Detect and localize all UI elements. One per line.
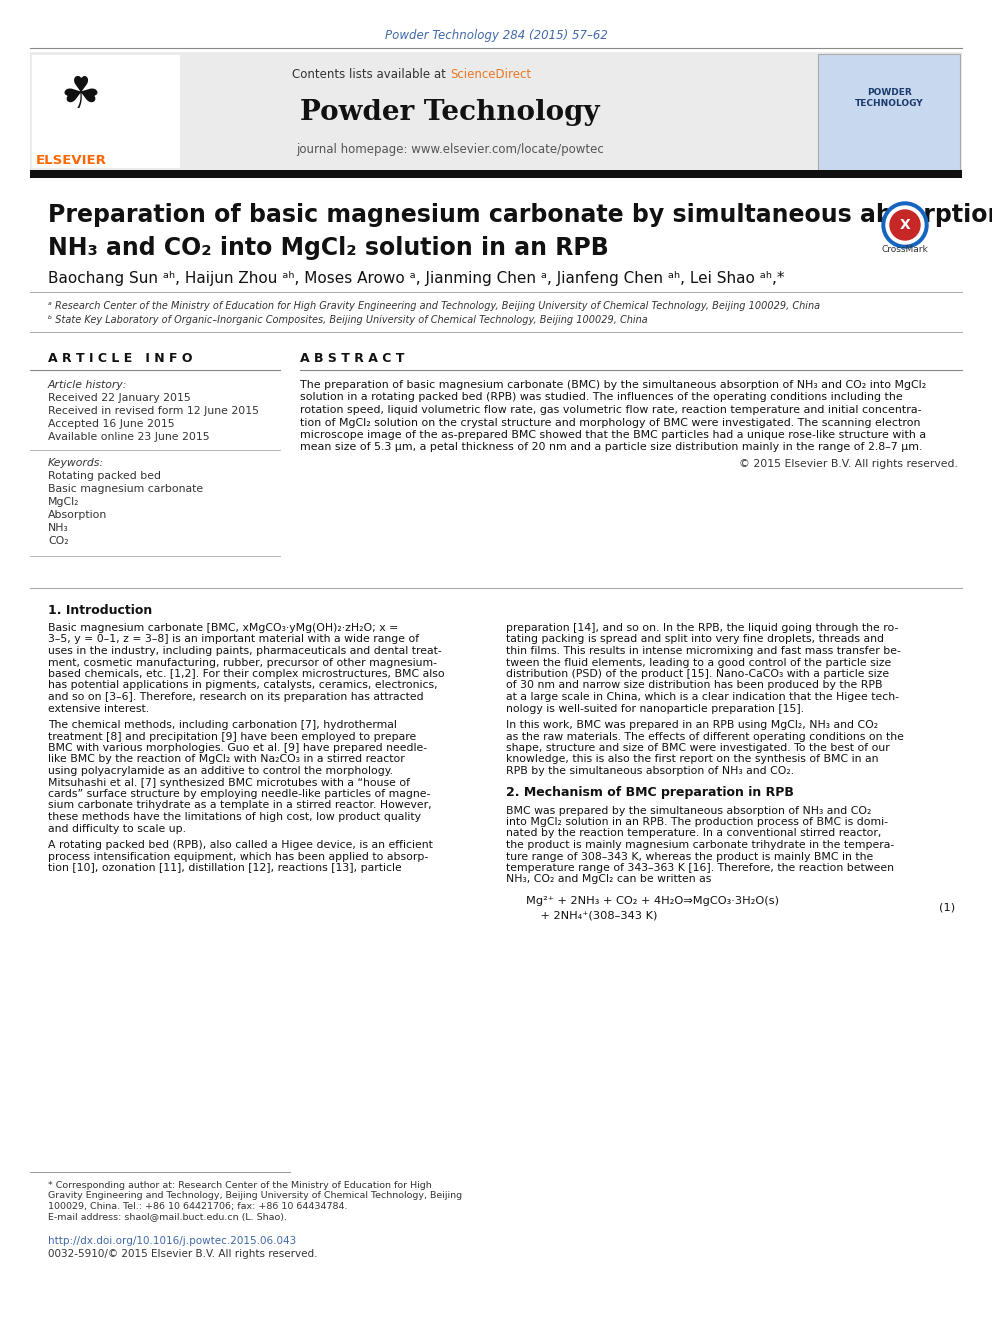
FancyBboxPatch shape <box>32 56 180 168</box>
Text: Powder Technology: Powder Technology <box>301 99 600 127</box>
Text: The preparation of basic magnesium carbonate (BMC) by the simultaneous absorptio: The preparation of basic magnesium carbo… <box>300 380 927 390</box>
Text: using polyacrylamide as an additive to control the morphology.: using polyacrylamide as an additive to c… <box>48 766 393 777</box>
Text: A B S T R A C T: A B S T R A C T <box>300 352 405 365</box>
Text: Article history:: Article history: <box>48 380 127 390</box>
Text: ☘: ☘ <box>60 74 100 116</box>
Text: Powder Technology 284 (2015) 57–62: Powder Technology 284 (2015) 57–62 <box>385 29 607 42</box>
Text: distribution (PSD) of the product [15]. Nano-CaCO₃ with a particle size: distribution (PSD) of the product [15]. … <box>506 669 889 679</box>
Text: ᵇ State Key Laboratory of Organic–Inorganic Composites, Beijing University of Ch: ᵇ State Key Laboratory of Organic–Inorga… <box>48 315 648 325</box>
Text: the product is mainly magnesium carbonate trihydrate in the tempera-: the product is mainly magnesium carbonat… <box>506 840 894 849</box>
Text: X: X <box>900 218 911 232</box>
Text: A R T I C L E   I N F O: A R T I C L E I N F O <box>48 352 192 365</box>
Text: Keywords:: Keywords: <box>48 458 104 468</box>
Text: BMC with various morphologies. Guo et al. [9] have prepared needle-: BMC with various morphologies. Guo et al… <box>48 744 428 753</box>
Circle shape <box>882 202 928 247</box>
FancyBboxPatch shape <box>818 54 960 169</box>
Text: BMC was prepared by the simultaneous absorption of NH₃ and CO₂: BMC was prepared by the simultaneous abs… <box>506 806 871 815</box>
Text: these methods have the limitations of high cost, low product quality: these methods have the limitations of hi… <box>48 812 421 822</box>
Text: Mg²⁺ + 2NH₃ + CO₂ + 4H₂O⇒MgCO₃·3H₂O(s): Mg²⁺ + 2NH₃ + CO₂ + 4H₂O⇒MgCO₃·3H₂O(s) <box>526 896 779 906</box>
Text: 0032-5910/© 2015 Elsevier B.V. All rights reserved.: 0032-5910/© 2015 Elsevier B.V. All right… <box>48 1249 317 1259</box>
Text: Received in revised form 12 June 2015: Received in revised form 12 June 2015 <box>48 406 259 415</box>
FancyBboxPatch shape <box>30 52 962 172</box>
Text: thin films. This results in intense micromixing and fast mass transfer be-: thin films. This results in intense micr… <box>506 646 901 656</box>
Text: sium carbonate trihydrate as a template in a stirred reactor. However,: sium carbonate trihydrate as a template … <box>48 800 432 811</box>
Text: temperature range of 343–363 K [16]. Therefore, the reaction between: temperature range of 343–363 K [16]. The… <box>506 863 894 873</box>
Text: extensive interest.: extensive interest. <box>48 704 149 713</box>
Text: 3–5, y = 0–1, z = 3–8] is an important material with a wide range of: 3–5, y = 0–1, z = 3–8] is an important m… <box>48 635 420 644</box>
Text: CO₂: CO₂ <box>48 536 68 546</box>
Text: MgCl₂: MgCl₂ <box>48 497 79 507</box>
Text: tion of MgCl₂ solution on the crystal structure and morphology of BMC were inves: tion of MgCl₂ solution on the crystal st… <box>300 418 921 427</box>
Text: based chemicals, etc. [1,2]. For their complex microstructures, BMC also: based chemicals, etc. [1,2]. For their c… <box>48 669 444 679</box>
Text: http://dx.doi.org/10.1016/j.powtec.2015.06.043: http://dx.doi.org/10.1016/j.powtec.2015.… <box>48 1236 297 1246</box>
Text: has potential applications in pigments, catalysts, ceramics, electronics,: has potential applications in pigments, … <box>48 680 437 691</box>
Text: uses in the industry, including paints, pharmaceuticals and dental treat-: uses in the industry, including paints, … <box>48 646 441 656</box>
Text: Baochang Sun ᵃʰ, Haijun Zhou ᵃʰ, Moses Arowo ᵃ, Jianming Chen ᵃ, Jianfeng Chen ᵃ: Baochang Sun ᵃʰ, Haijun Zhou ᵃʰ, Moses A… <box>48 270 785 286</box>
Text: Absorption: Absorption <box>48 509 107 520</box>
Text: Basic magnesium carbonate: Basic magnesium carbonate <box>48 484 203 493</box>
Text: tween the fluid elements, leading to a good control of the particle size: tween the fluid elements, leading to a g… <box>506 658 891 668</box>
Text: * Corresponding author at: Research Center of the Ministry of Education for High: * Corresponding author at: Research Cent… <box>48 1180 432 1189</box>
Text: into MgCl₂ solution in an RPB. The production process of BMC is domi-: into MgCl₂ solution in an RPB. The produ… <box>506 818 888 827</box>
Text: solution in a rotating packed bed (RPB) was studied. The influences of the opera: solution in a rotating packed bed (RPB) … <box>300 393 903 402</box>
Circle shape <box>890 210 920 239</box>
Text: of 30 nm and narrow size distribution has been produced by the RPB: of 30 nm and narrow size distribution ha… <box>506 680 883 691</box>
Text: NH₃, CO₂ and MgCl₂ can be written as: NH₃, CO₂ and MgCl₂ can be written as <box>506 875 711 885</box>
Text: ELSEVIER: ELSEVIER <box>36 153 107 167</box>
Text: The chemical methods, including carbonation [7], hydrothermal: The chemical methods, including carbonat… <box>48 720 397 730</box>
Text: like BMC by the reaction of MgCl₂ with Na₂CO₃ in a stirred reactor: like BMC by the reaction of MgCl₂ with N… <box>48 754 405 765</box>
Text: Available online 23 June 2015: Available online 23 June 2015 <box>48 433 209 442</box>
Text: (1): (1) <box>938 904 955 913</box>
Text: Accepted 16 June 2015: Accepted 16 June 2015 <box>48 419 175 429</box>
Text: + 2NH₄⁺(308–343 K): + 2NH₄⁺(308–343 K) <box>526 910 658 919</box>
Text: and so on [3–6]. Therefore, research on its preparation has attracted: and so on [3–6]. Therefore, research on … <box>48 692 424 703</box>
Text: CrossMark: CrossMark <box>882 246 929 254</box>
Text: ture range of 308–343 K, whereas the product is mainly BMC in the: ture range of 308–343 K, whereas the pro… <box>506 852 873 861</box>
Text: preparation [14], and so on. In the RPB, the liquid going through the ro-: preparation [14], and so on. In the RPB,… <box>506 623 899 632</box>
Text: as the raw materials. The effects of different operating conditions on the: as the raw materials. The effects of dif… <box>506 732 904 741</box>
Text: ᵃ Research Center of the Ministry of Education for High Gravity Engineering and : ᵃ Research Center of the Ministry of Edu… <box>48 302 820 311</box>
Text: Preparation of basic magnesium carbonate by simultaneous absorption of: Preparation of basic magnesium carbonate… <box>48 202 992 228</box>
Text: 2. Mechanism of BMC preparation in RPB: 2. Mechanism of BMC preparation in RPB <box>506 786 794 799</box>
Text: Rotating packed bed: Rotating packed bed <box>48 471 161 482</box>
FancyBboxPatch shape <box>30 169 962 179</box>
Text: tion [10], ozonation [11], distillation [12], reactions [13], particle: tion [10], ozonation [11], distillation … <box>48 863 402 873</box>
Text: shape, structure and size of BMC were investigated. To the best of our: shape, structure and size of BMC were in… <box>506 744 890 753</box>
Text: A rotating packed bed (RPB), also called a Higee device, is an efficient: A rotating packed bed (RPB), also called… <box>48 840 433 849</box>
Text: ScienceDirect: ScienceDirect <box>450 69 531 82</box>
Text: journal homepage: www.elsevier.com/locate/powtec: journal homepage: www.elsevier.com/locat… <box>297 143 604 156</box>
Text: at a large scale in China, which is a clear indication that the Higee tech-: at a large scale in China, which is a cl… <box>506 692 899 703</box>
Text: Gravity Engineering and Technology, Beijing University of Chemical Technology, B: Gravity Engineering and Technology, Beij… <box>48 1191 462 1200</box>
Text: POWDER
TECHNOLOGY: POWDER TECHNOLOGY <box>855 87 924 108</box>
Text: mean size of 5.3 μm, a petal thickness of 20 nm and a particle size distribution: mean size of 5.3 μm, a petal thickness o… <box>300 442 923 452</box>
Text: Contents lists available at: Contents lists available at <box>293 69 450 82</box>
Text: cards” surface structure by employing needle-like particles of magne-: cards” surface structure by employing ne… <box>48 789 431 799</box>
Text: ment, cosmetic manufacturing, rubber, precursor of other magnesium-: ment, cosmetic manufacturing, rubber, pr… <box>48 658 437 668</box>
Text: nated by the reaction temperature. In a conventional stirred reactor,: nated by the reaction temperature. In a … <box>506 828 881 839</box>
Text: and difficulty to scale up.: and difficulty to scale up. <box>48 823 186 833</box>
Text: © 2015 Elsevier B.V. All rights reserved.: © 2015 Elsevier B.V. All rights reserved… <box>739 459 958 468</box>
Text: E-mail address: shaol@mail.buct.edu.cn (L. Shao).: E-mail address: shaol@mail.buct.edu.cn (… <box>48 1212 287 1221</box>
Text: tating packing is spread and split into very fine droplets, threads and: tating packing is spread and split into … <box>506 635 884 644</box>
Text: Basic magnesium carbonate [BMC, xMgCO₃·yMg(OH)₂·zH₂O; x =: Basic magnesium carbonate [BMC, xMgCO₃·y… <box>48 623 398 632</box>
Text: NH₃: NH₃ <box>48 523 68 533</box>
Circle shape <box>886 206 924 243</box>
Text: In this work, BMC was prepared in an RPB using MgCl₂, NH₃ and CO₂: In this work, BMC was prepared in an RPB… <box>506 720 878 730</box>
Text: rotation speed, liquid volumetric flow rate, gas volumetric flow rate, reaction : rotation speed, liquid volumetric flow r… <box>300 405 922 415</box>
Text: RPB by the simultaneous absorption of NH₃ and CO₂.: RPB by the simultaneous absorption of NH… <box>506 766 795 777</box>
Text: microscope image of the as-prepared BMC showed that the BMC particles had a uniq: microscope image of the as-prepared BMC … <box>300 430 927 441</box>
Text: 100029, China. Tel.: +86 10 64421706; fax: +86 10 64434784.: 100029, China. Tel.: +86 10 64421706; fa… <box>48 1201 347 1211</box>
Text: Mitsuhashi et al. [7] synthesized BMC microtubes with a “house of: Mitsuhashi et al. [7] synthesized BMC mi… <box>48 778 410 787</box>
Text: treatment [8] and precipitation [9] have been employed to prepare: treatment [8] and precipitation [9] have… <box>48 732 417 741</box>
Text: NH₃ and CO₂ into MgCl₂ solution in an RPB: NH₃ and CO₂ into MgCl₂ solution in an RP… <box>48 235 609 261</box>
Text: 1. Introduction: 1. Introduction <box>48 603 152 617</box>
Text: knowledge, this is also the first report on the synthesis of BMC in an: knowledge, this is also the first report… <box>506 754 879 765</box>
Text: nology is well-suited for nanoparticle preparation [15].: nology is well-suited for nanoparticle p… <box>506 704 805 713</box>
Text: process intensification equipment, which has been applied to absorp-: process intensification equipment, which… <box>48 852 429 861</box>
Text: Received 22 January 2015: Received 22 January 2015 <box>48 393 190 404</box>
